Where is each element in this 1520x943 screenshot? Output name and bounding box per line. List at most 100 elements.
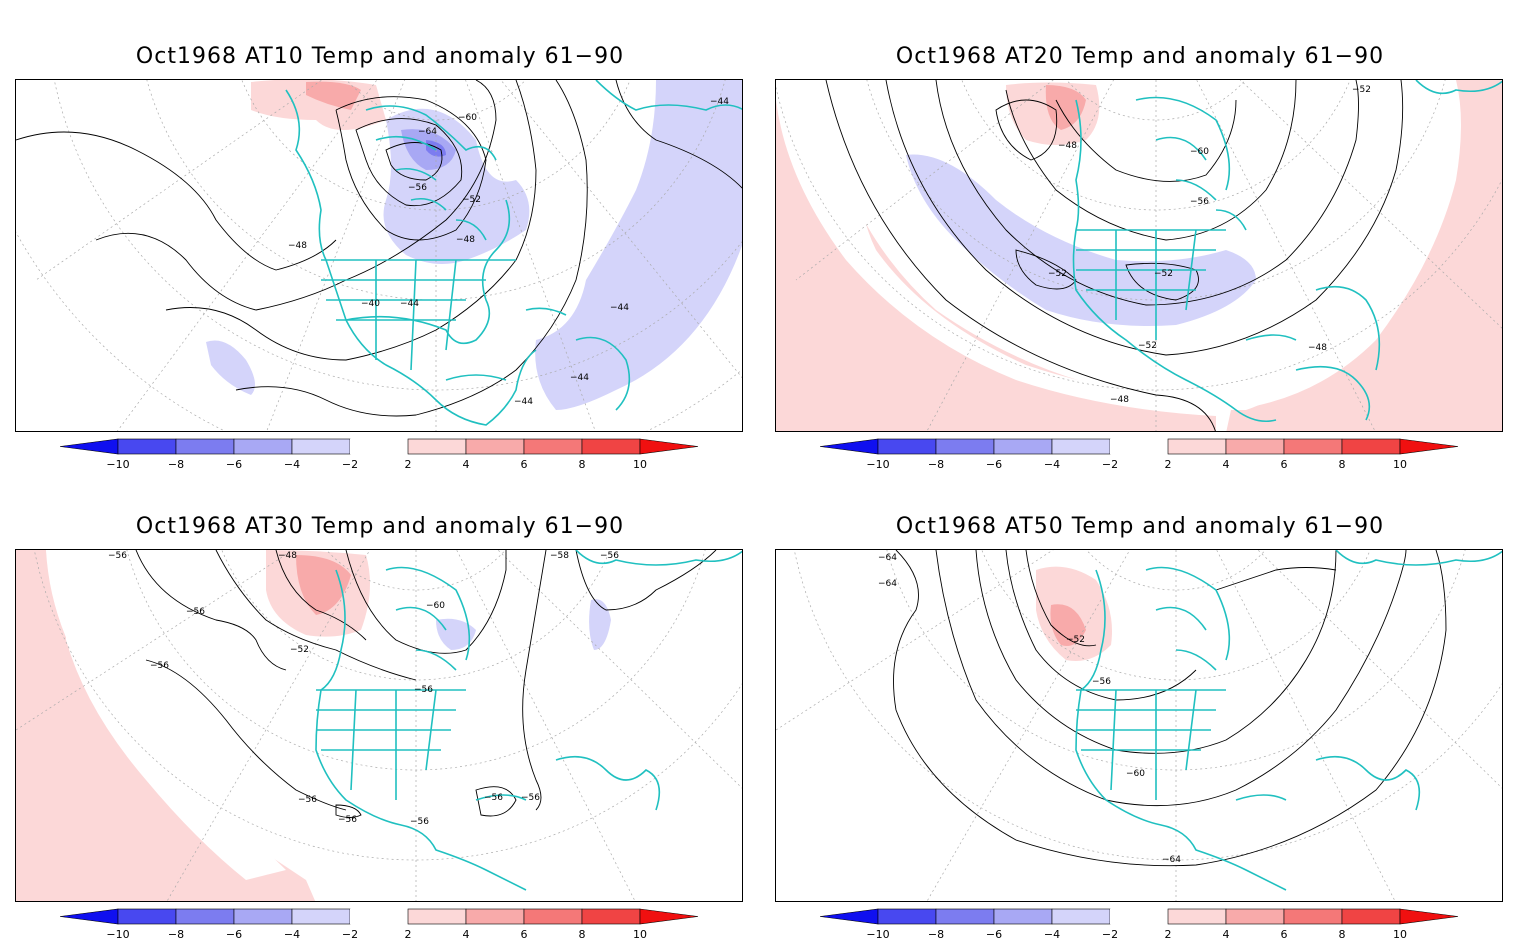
graticule	[776, 550, 1502, 901]
panel-title: Oct1968 AT10 Temp and anomaly 61−90	[135, 44, 625, 69]
svg-text:−56: −56	[408, 183, 427, 193]
svg-text:−6: −6	[986, 458, 1002, 471]
svg-text:6: 6	[521, 928, 528, 941]
svg-text:−44: −44	[710, 97, 729, 107]
contour-labels: −52 −48 −60 −56 −52 −52 −52 −48 −48	[1048, 85, 1371, 405]
svg-text:−56: −56	[414, 685, 433, 695]
colorbar-swatch	[1167, 438, 1227, 455]
svg-text:8: 8	[579, 458, 586, 471]
svg-text:−56: −56	[338, 815, 357, 825]
colorbar-ticks: −10 −8 −6 −4 −2 2 4 6 8 10	[106, 458, 647, 471]
colorbar-swatch	[233, 438, 293, 455]
svg-text:8: 8	[579, 928, 586, 941]
colorbar-swatch	[117, 438, 177, 455]
colorbar-swatch	[350, 909, 408, 924]
svg-text:−44: −44	[400, 299, 419, 309]
svg-text:−60: −60	[426, 601, 445, 611]
svg-text:−60: −60	[1190, 147, 1209, 157]
colorbar-swatch	[1225, 438, 1285, 455]
colorbar-swatch	[1283, 438, 1343, 455]
panel-title: Oct1968 AT30 Temp and anomaly 61−90	[135, 514, 625, 539]
svg-text:8: 8	[1339, 458, 1346, 471]
colorbar-swatch	[1051, 438, 1111, 455]
svg-text:−4: −4	[284, 928, 300, 941]
colorbar: −10 −8 −6 −4 −2 2 4 6 8 10	[60, 438, 699, 471]
svg-text:−56: −56	[298, 795, 317, 805]
svg-text:−64: −64	[1162, 855, 1181, 865]
svg-text:−56: −56	[410, 817, 429, 827]
svg-text:−8: −8	[928, 928, 944, 941]
svg-text:2: 2	[1165, 928, 1172, 941]
svg-text:−56: −56	[108, 551, 127, 561]
panel-title: Oct1968 AT20 Temp and anomaly 61−90	[895, 44, 1385, 69]
svg-text:2: 2	[405, 458, 412, 471]
svg-text:−2: −2	[1102, 928, 1118, 941]
svg-text:−64: −64	[878, 553, 897, 563]
colorbar-swatch	[1225, 908, 1285, 925]
anomaly-shading	[16, 550, 611, 901]
colorbar-ticks: −10 −8 −6 −4 −2 2 4 6 8 10	[106, 928, 647, 941]
svg-text:−48: −48	[278, 551, 297, 561]
coastlines	[285, 80, 742, 426]
svg-text:−6: −6	[226, 458, 242, 471]
svg-text:−8: −8	[928, 458, 944, 471]
colorbar-swatch	[1341, 908, 1401, 925]
svg-text:4: 4	[1223, 928, 1230, 941]
svg-text:6: 6	[521, 458, 528, 471]
contour-labels: −56 −48 −56 −58 −56 −60 −56 −52 −56 −56 …	[108, 551, 619, 827]
svg-text:−4: −4	[284, 458, 300, 471]
colorbar-swatch	[465, 908, 525, 925]
colorbar: −10 −8 −6 −4 −2 2 4 6 8 10	[820, 908, 1459, 941]
svg-text:−10: −10	[106, 928, 129, 941]
colorbar-swatch	[581, 908, 641, 925]
coastlines	[1075, 550, 1502, 891]
svg-text:8: 8	[1339, 928, 1346, 941]
svg-text:−2: −2	[1102, 458, 1118, 471]
colorbar-swatch	[877, 438, 937, 455]
svg-text:−48: −48	[1058, 141, 1077, 151]
panel-at30: Oct1968 AT30 Temp and anomaly 61−90	[0, 470, 760, 941]
colorbar-swatch	[993, 438, 1053, 455]
svg-text:−56: −56	[521, 793, 540, 803]
colorbar-swatch	[523, 908, 583, 925]
colorbar-swatch	[820, 438, 879, 455]
colorbar-swatch	[465, 438, 525, 455]
colorbar-swatch	[350, 439, 408, 454]
svg-text:4: 4	[1223, 458, 1230, 471]
svg-text:−6: −6	[986, 928, 1002, 941]
anomaly-shading	[1036, 566, 1112, 661]
svg-text:10: 10	[1393, 928, 1407, 941]
colorbar-swatch	[1051, 908, 1111, 925]
colorbar-swatches	[60, 908, 699, 925]
temperature-contours	[893, 550, 1447, 867]
colorbar-swatch	[639, 438, 699, 455]
coastlines	[1072, 80, 1502, 423]
colorbar-ticks: −10 −8 −6 −4 −2 2 4 6 8 10	[866, 928, 1407, 941]
svg-text:−8: −8	[168, 458, 184, 471]
colorbar-swatches	[820, 908, 1459, 925]
anomaly-shading	[776, 80, 1502, 431]
svg-text:−64: −64	[418, 127, 437, 137]
svg-text:−56: −56	[150, 661, 169, 671]
svg-text:−52: −52	[1048, 269, 1067, 279]
svg-text:10: 10	[633, 928, 647, 941]
svg-text:−8: −8	[168, 928, 184, 941]
svg-text:−48: −48	[1110, 395, 1129, 405]
svg-text:4: 4	[463, 458, 470, 471]
colorbar-swatch	[291, 438, 351, 455]
colorbar-swatch	[291, 908, 351, 925]
svg-text:−4: −4	[1044, 928, 1060, 941]
map-at50: −64 −64 −52 −56 −60 −64	[775, 549, 1503, 902]
colorbar-swatch	[1399, 438, 1459, 455]
map-at30: −56 −48 −56 −58 −56 −60 −56 −52 −56 −56 …	[15, 549, 743, 902]
svg-text:−44: −44	[570, 373, 589, 383]
colorbar-swatch	[1110, 439, 1168, 454]
colorbar-swatch	[993, 908, 1053, 925]
panel-title: Oct1968 AT50 Temp and anomaly 61−90	[895, 514, 1385, 539]
colorbar-swatches	[60, 438, 699, 455]
colorbar-swatch	[175, 908, 235, 925]
panel-at50: Oct1968 AT50 Temp and anomaly 61−90	[760, 470, 1520, 941]
contour-labels: −64 −64 −52 −56 −60 −64	[878, 553, 1181, 865]
svg-text:6: 6	[1281, 458, 1288, 471]
svg-text:−56: −56	[1092, 677, 1111, 687]
